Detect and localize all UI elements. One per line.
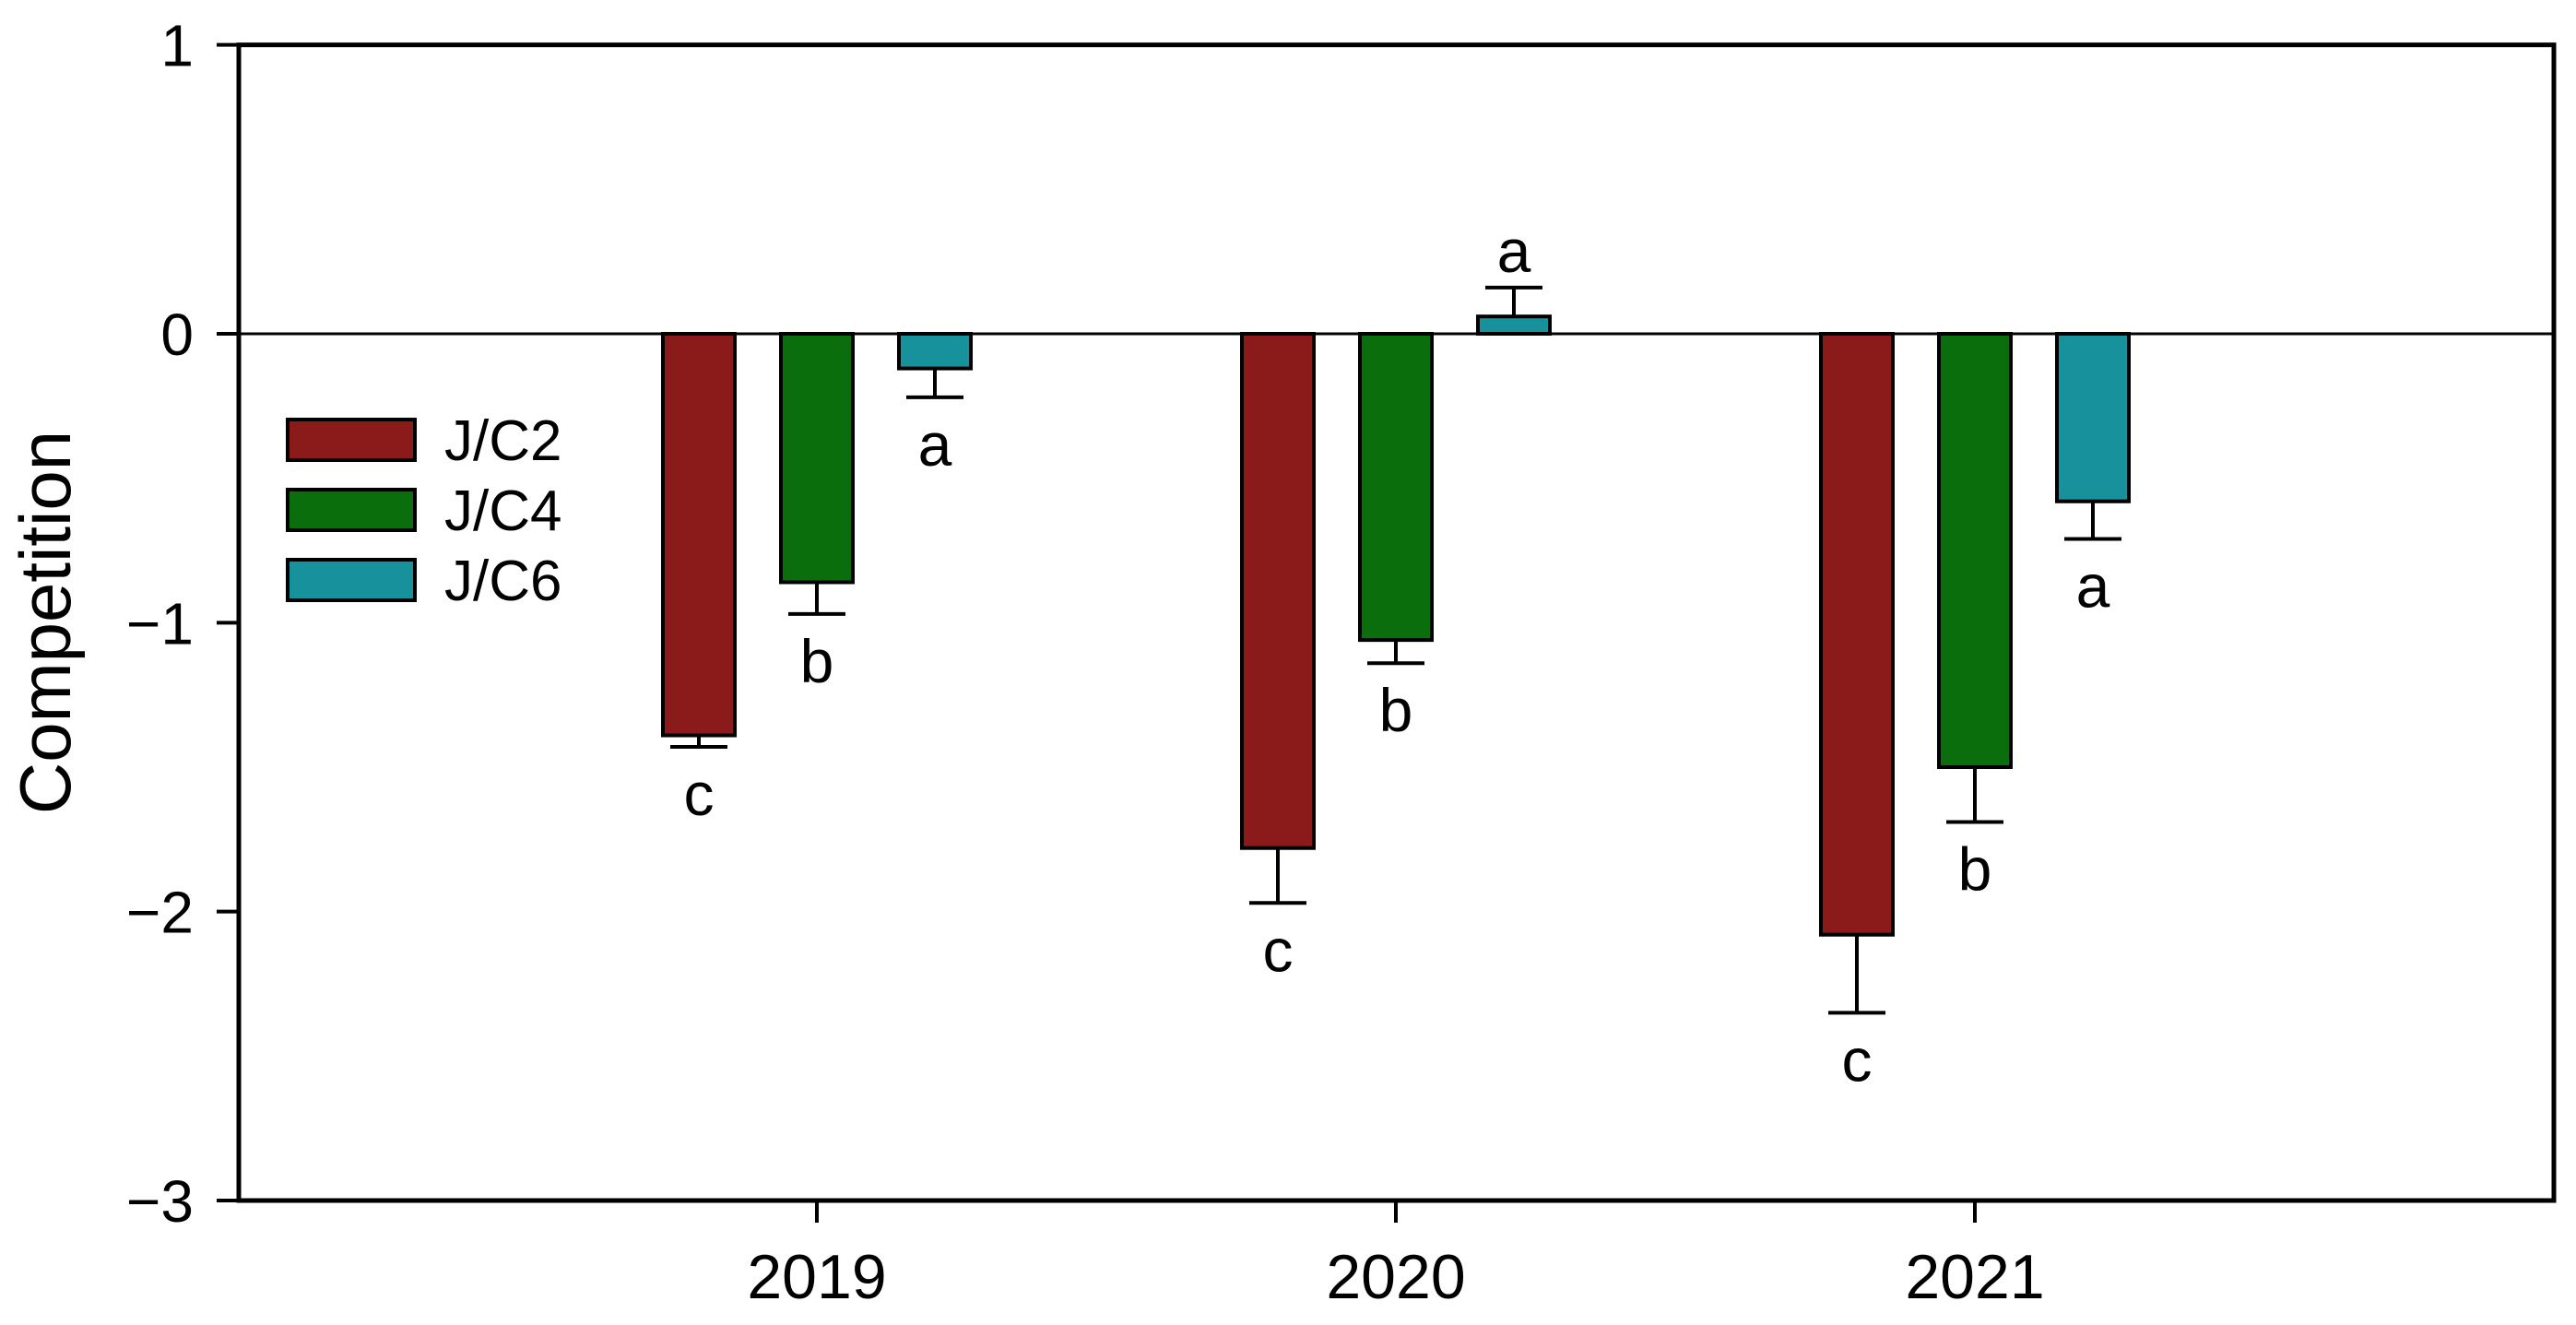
bar-J/C2-2020 — [1240, 332, 1316, 850]
bar-J/C6-2019 — [897, 332, 973, 371]
sig-letter: b — [1379, 676, 1413, 744]
bar-J/C2-2021 — [1819, 332, 1895, 937]
sig-letter: a — [1497, 217, 1531, 285]
y-tick-label: −3 — [126, 1168, 194, 1235]
bar-J/C6-2020 — [1476, 314, 1552, 336]
sig-letter: a — [918, 410, 952, 479]
bar-J/C6-2021 — [2055, 332, 2131, 503]
y-tick-label: −2 — [126, 880, 194, 946]
legend-label: J/C4 — [444, 479, 561, 543]
x-tick-label: 2020 — [1326, 1242, 1465, 1312]
legend-swatch-J/C6 — [286, 558, 417, 602]
x-tick-label: 2021 — [1905, 1242, 2044, 1312]
y-axis-label: Competition — [5, 431, 86, 814]
bar-J/C4-2020 — [1358, 332, 1434, 643]
sig-letter: b — [1958, 835, 1992, 904]
legend-swatch-J/C2 — [286, 418, 417, 462]
y-tick-label: −1 — [126, 590, 194, 657]
sig-letter: a — [2076, 551, 2110, 620]
sig-letter: c — [684, 760, 715, 828]
sig-letter: c — [1263, 916, 1294, 984]
bar-J/C2-2019 — [661, 332, 737, 738]
legend-label: J/C2 — [444, 409, 561, 473]
y-tick-label: 1 — [160, 13, 194, 79]
bar-J/C4-2021 — [1937, 332, 2013, 769]
bar-J/C4-2019 — [779, 332, 855, 585]
legend-swatch-J/C4 — [286, 488, 417, 532]
legend-label: J/C6 — [444, 550, 561, 613]
y-tick-label: 0 — [160, 302, 194, 368]
sig-letter: c — [1842, 1025, 1873, 1094]
sig-letter: b — [800, 627, 834, 695]
x-tick-label: 2019 — [747, 1242, 886, 1312]
